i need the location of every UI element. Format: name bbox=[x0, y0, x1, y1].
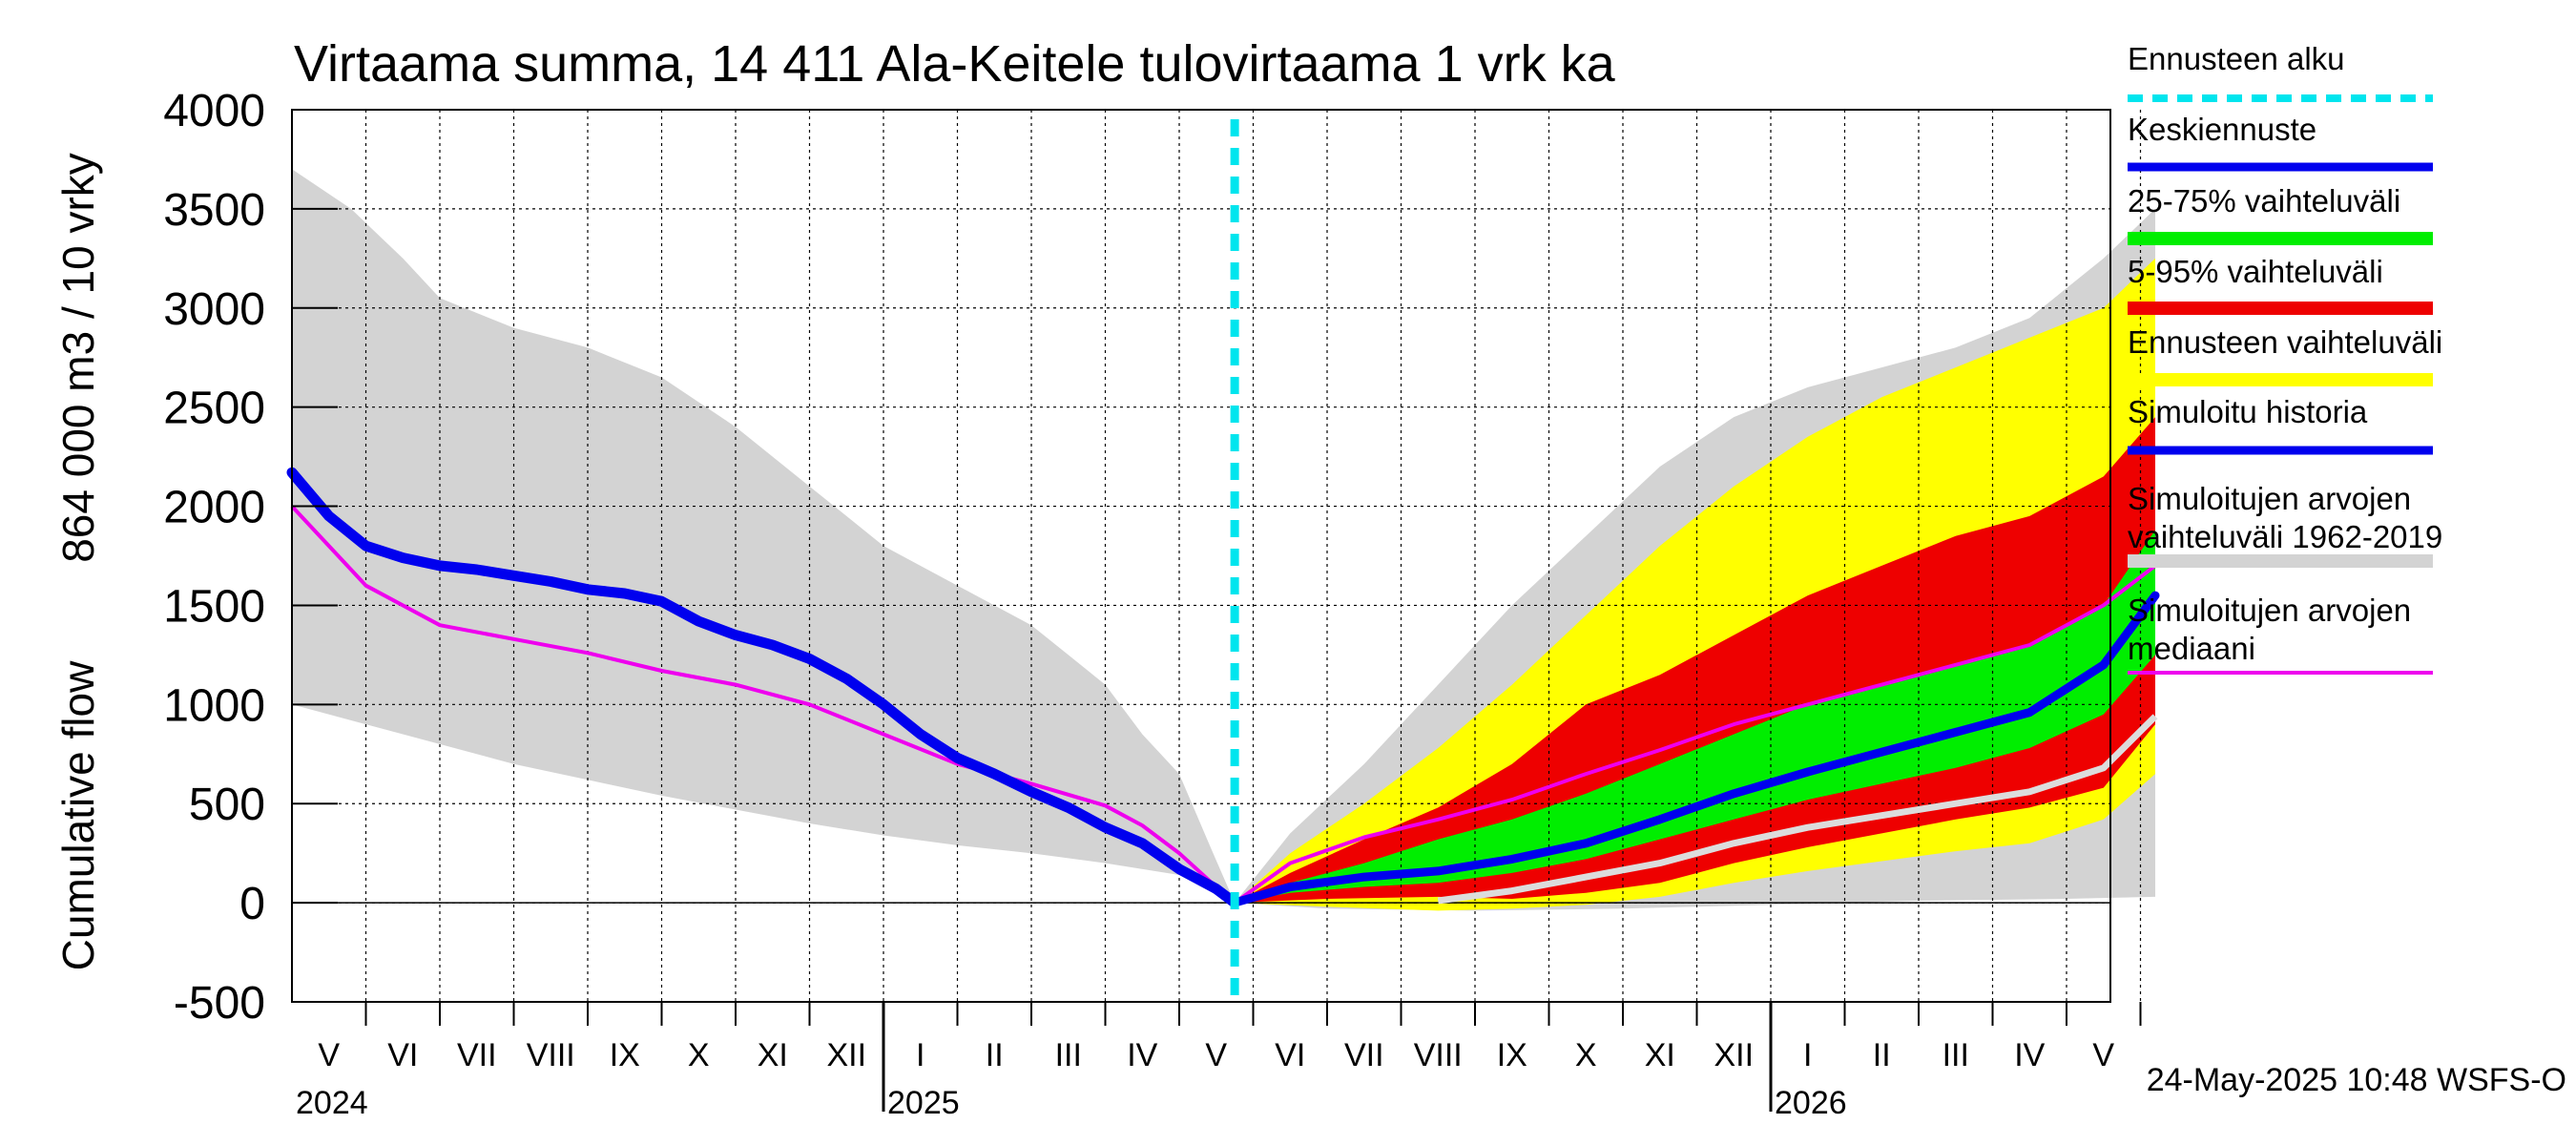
month-label: VIII bbox=[527, 1037, 575, 1073]
month-label: XI bbox=[1645, 1037, 1675, 1073]
month-label: III bbox=[1055, 1037, 1082, 1073]
year-label: 2025 bbox=[887, 1085, 960, 1121]
month-label: V bbox=[2092, 1037, 2114, 1073]
month-label: XII bbox=[826, 1037, 866, 1073]
year-label: 2024 bbox=[296, 1085, 368, 1121]
month-label: X bbox=[688, 1037, 710, 1073]
simulated-history-line bbox=[286, 467, 1240, 908]
month-label: IV bbox=[2014, 1037, 2045, 1073]
legend-label: Simuloitu historia bbox=[2128, 394, 2368, 429]
legend-label: mediaani bbox=[2128, 631, 2255, 666]
month-label: VI bbox=[1275, 1037, 1305, 1073]
hist-range-band bbox=[292, 169, 1236, 904]
month-label: IV bbox=[1127, 1037, 1157, 1073]
legend-label: Ennusteen vaihteluväli bbox=[2128, 324, 2442, 360]
y-tick-label: 0 bbox=[239, 879, 265, 929]
y-tick-label: -500 bbox=[174, 978, 265, 1029]
legend-label: 25-75% vaihteluväli bbox=[2128, 183, 2400, 219]
month-label: I bbox=[1803, 1037, 1812, 1073]
month-label: IX bbox=[1497, 1037, 1527, 1073]
y-axis-label-line1: Cumulative flow bbox=[53, 660, 103, 970]
month-label: II bbox=[986, 1037, 1004, 1073]
month-label: II bbox=[1873, 1037, 1891, 1073]
month-label: III bbox=[1942, 1037, 1969, 1073]
y-tick-label: 2500 bbox=[163, 384, 265, 434]
y-tick-label: 4000 bbox=[163, 86, 265, 136]
y-tick-label: 1500 bbox=[163, 581, 265, 632]
legend-label: Keskiennuste bbox=[2128, 112, 2316, 147]
month-label: I bbox=[916, 1037, 924, 1073]
x-tick-labels: V VI VII VIII IX X XI XII I II III IV V VI VII VIII IX X X… bbox=[296, 1037, 2114, 1121]
mean-forecast-line bbox=[1230, 591, 2160, 907]
month-label: IX bbox=[610, 1037, 640, 1073]
month-label: VII bbox=[1344, 1037, 1384, 1073]
p5-p95-band bbox=[1235, 417, 2155, 904]
p25-p75-band bbox=[1235, 530, 2155, 904]
y-tick-label: 2000 bbox=[163, 483, 265, 533]
year-label: 2026 bbox=[1775, 1085, 1847, 1121]
line-layer bbox=[286, 119, 2160, 1002]
month-label: X bbox=[1575, 1037, 1597, 1073]
month-label: VI bbox=[387, 1037, 418, 1073]
band-layer bbox=[292, 169, 2155, 911]
month-label: V bbox=[318, 1037, 340, 1073]
sim-mean-line bbox=[1437, 714, 2158, 905]
y-tick-label: 3500 bbox=[163, 185, 265, 236]
y-tick-label: 3000 bbox=[163, 284, 265, 335]
month-label: VIII bbox=[1414, 1037, 1463, 1073]
legend-label: 5-95% vaihteluväli bbox=[2128, 254, 2383, 289]
month-label: XII bbox=[1714, 1037, 1754, 1073]
legend-label: Simuloitujen arvojen bbox=[2128, 481, 2411, 516]
month-label: V bbox=[1205, 1037, 1227, 1073]
y-tick-label: 1000 bbox=[163, 680, 265, 731]
legend-label: vaihteluväli 1962-2019 bbox=[2128, 519, 2442, 554]
y-tick-label: 500 bbox=[189, 780, 265, 830]
y-axis-label-line2: 864 000 m3 / 10 vrky bbox=[53, 153, 103, 563]
chart-title: Virtaama summa, 14 411 Ala-Keitele tulov… bbox=[294, 35, 1616, 93]
axes-layer bbox=[291, 109, 2142, 1112]
legend: Ennusteen alku Keskiennuste 25-75% vaihtel… bbox=[2128, 41, 2442, 675]
month-label: XI bbox=[758, 1037, 788, 1073]
month-label: VII bbox=[457, 1037, 497, 1073]
y-tick-labels: 4000 3500 3000 2500 2000 1500 1000 500 0 -500 bbox=[163, 86, 265, 1029]
plot-frame bbox=[291, 109, 2111, 1003]
legend-label: Ennusteen alku bbox=[2128, 41, 2345, 76]
timestamp: 24-May-2025 10:48 WSFS-O bbox=[2147, 1062, 2566, 1098]
legend-label: Simuloitujen arvojen bbox=[2128, 593, 2411, 628]
